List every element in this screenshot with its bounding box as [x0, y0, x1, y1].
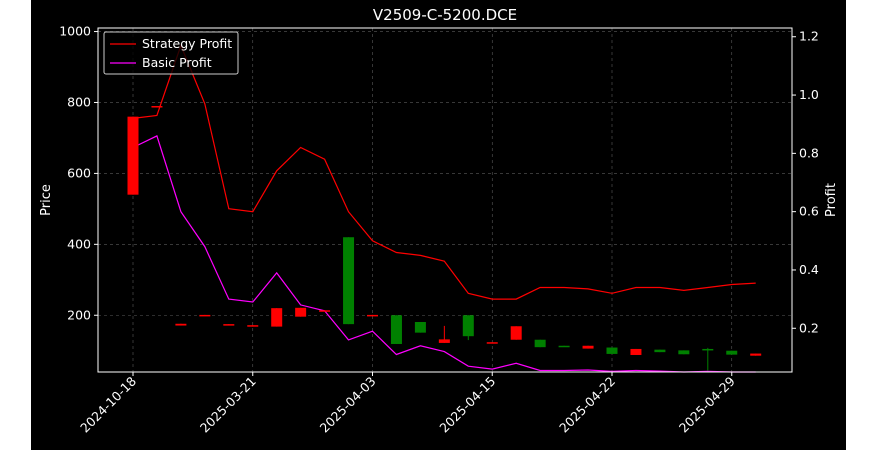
left-tick-label: 400	[67, 236, 91, 251]
candle-body	[534, 339, 546, 348]
candle-body	[414, 321, 426, 333]
legend-strategy-label: Strategy Profit	[142, 36, 232, 51]
y-axis-right-title: Profit	[824, 183, 839, 217]
candle-body	[750, 353, 762, 356]
candle-body	[175, 323, 187, 326]
candles	[127, 106, 762, 371]
plot-frame	[97, 27, 793, 373]
candle-body	[630, 348, 642, 355]
candle-body	[486, 342, 498, 344]
legend: Strategy Profit Basic Profit	[103, 31, 239, 75]
basic-profit-line	[132, 135, 756, 373]
left-y-axis: 200 400 600 800 1000	[59, 24, 98, 322]
chart-title: V2509-C-5200.DCE	[373, 6, 517, 24]
candle-body	[678, 350, 690, 355]
right-tick-label: 1.0	[799, 87, 819, 102]
profit-lines	[132, 43, 756, 373]
candle-body	[319, 310, 331, 312]
candle-body	[726, 350, 738, 355]
candle-body	[271, 308, 283, 327]
candle-body	[462, 315, 474, 337]
y-axis-left-title: Price	[39, 184, 54, 216]
candle-body	[151, 106, 163, 108]
right-y-axis: 0.2 0.4 0.6 0.8 1.0 1.2	[792, 29, 819, 335]
candle-body	[654, 349, 666, 353]
right-tick-label: 0.6	[799, 204, 819, 219]
legend-basic-label: Basic Profit	[142, 55, 212, 70]
candle-body	[367, 314, 378, 317]
right-tick-label: 1.2	[799, 29, 819, 44]
right-tick-label: 0.4	[799, 262, 819, 277]
candle-body	[295, 307, 307, 317]
right-tick-label: 0.8	[799, 145, 819, 160]
left-tick-label: 600	[67, 165, 91, 180]
candle-body	[702, 348, 714, 351]
candle-body	[223, 324, 235, 326]
candle-body	[558, 345, 570, 348]
candle-body	[606, 347, 618, 354]
candle-body	[390, 315, 402, 344]
right-tick-label: 0.2	[799, 320, 819, 335]
candle-body	[343, 237, 355, 325]
candle-body	[582, 345, 594, 349]
left-tick-label: 200	[67, 307, 91, 322]
candle-body	[127, 116, 139, 195]
candle-body	[510, 326, 522, 340]
strategy-profit-line	[132, 43, 756, 300]
legend-box	[103, 31, 239, 75]
candle-body	[199, 314, 211, 317]
left-tick-label: 800	[67, 94, 91, 109]
figure-background	[31, 0, 846, 450]
candle-body	[438, 339, 450, 343]
left-tick-label: 1000	[59, 24, 91, 39]
candle-body	[247, 325, 259, 327]
